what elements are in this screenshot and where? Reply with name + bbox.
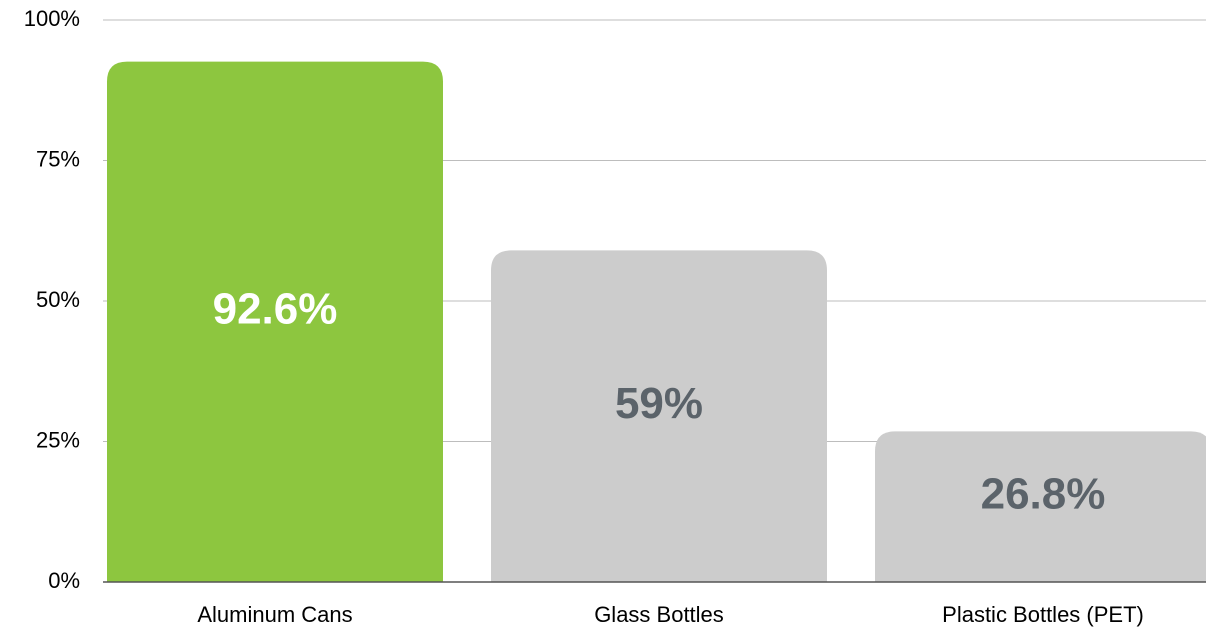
value-label: 92.6% — [213, 284, 338, 333]
y-tick-label: 50% — [36, 287, 80, 312]
x-tick-label: Plastic Bottles (PET) — [942, 602, 1144, 627]
y-tick-label: 75% — [36, 146, 80, 171]
value-label: 26.8% — [981, 469, 1106, 518]
y-tick-label: 100% — [24, 6, 80, 31]
value-label: 59% — [615, 379, 703, 428]
x-tick-label: Glass Bottles — [594, 602, 724, 627]
bar — [107, 61, 443, 582]
bar — [875, 431, 1206, 582]
y-tick-label: 0% — [48, 568, 80, 593]
y-tick-label: 25% — [36, 427, 80, 452]
x-tick-label: Aluminum Cans — [197, 602, 352, 627]
bar — [491, 250, 827, 583]
